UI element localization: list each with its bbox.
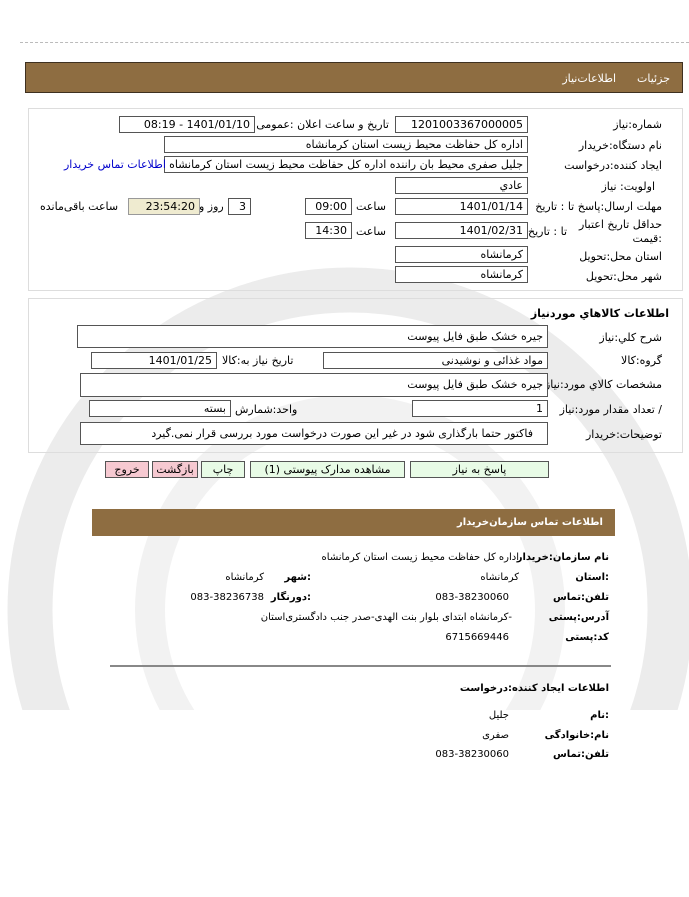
validity-label: حداقل تاریخ اعتبار :قیمت — [578, 218, 662, 245]
validity-to-label: تا : تاریخ — [528, 225, 567, 238]
contact-province-value: کرمانشاه — [480, 572, 519, 583]
print-button[interactable]: چاپ — [201, 461, 245, 478]
tab-need-info[interactable]: اطلاعات‌نیاز — [562, 72, 617, 85]
creator-phone-label: تلفن:تماس — [552, 749, 609, 760]
province-field: کرمانشاه — [395, 246, 528, 263]
creator-family-value: صفری — [482, 730, 509, 741]
fax-value: 083-38236738 — [190, 592, 264, 603]
buyer-label: نام دستگاه:خریدار — [578, 139, 662, 152]
fax-label: :دورنگار — [270, 592, 311, 603]
creator-family-label: نام:خانوادگی — [544, 730, 609, 741]
qty-label: / تعداد مقدار مورد:نیاز — [559, 403, 662, 416]
buyer-contact-link[interactable]: اطلاعات تماس خریدار — [64, 158, 166, 171]
group-label: گروه:کالا — [621, 354, 662, 367]
need-date-field: 1401/01/25 — [91, 352, 217, 369]
postal-label: کد:پستی — [565, 632, 609, 643]
contact-province-label: :استان — [575, 572, 609, 583]
creator-phone-value: 083-38230060 — [435, 749, 509, 760]
contact-header-bar: اطلاعات تماس سازمان‌خریدار — [92, 509, 615, 536]
spec-field: جیره خشک طبق فایل پیوست — [80, 373, 548, 397]
creator-name-value: جلیل — [488, 710, 509, 721]
city-field: کرمانشاه — [395, 266, 528, 283]
number-field: 1201003367000005 — [395, 116, 528, 133]
qty-field: 1 — [412, 400, 548, 417]
priority-label: اولویت: نیاز — [601, 180, 655, 193]
city-label: شهر محل:تحویل — [585, 270, 662, 283]
validity-time-label: ساعت — [356, 225, 386, 238]
contact-city-label: :شهر — [284, 572, 311, 583]
unit-field: بسته — [89, 400, 231, 417]
contact-phone-label: تلفن:تماس — [552, 592, 609, 603]
desc-field: جیره خشک طبق فایل پیوست — [77, 325, 548, 348]
postal-value: 6715669446 — [445, 632, 509, 643]
header-bar: جزئیات اطلاعات‌نیاز — [25, 62, 683, 93]
contact-city-value: کرمانشاه — [225, 572, 264, 583]
org-label: نام سازمان:خریدار — [516, 552, 609, 563]
province-label: استان محل:تحویل — [579, 250, 662, 263]
address-label: آدرس:پستی — [548, 612, 609, 623]
announce-field: 1401/01/10 - 08:19 — [119, 116, 255, 133]
address-value: -کرمانشاه ابتدای بلوار بنت الهدی-صدر جنب… — [260, 612, 512, 623]
remaining-label: ساعت باقی‌مانده — [40, 200, 119, 213]
notes-label: توضیحات:خریدار — [586, 428, 662, 441]
section-divider — [110, 665, 611, 667]
unit-label: واحد:شمارش — [235, 403, 298, 416]
tab-details[interactable]: جزئیات — [637, 72, 670, 85]
spec-label: مشخصات کالاي مورد:نیاز — [544, 378, 662, 391]
reply-button[interactable]: پاسخ به نیاز — [410, 461, 549, 478]
goods-title: اطلاعات کالاهاي موردنیاز — [530, 307, 669, 320]
creator-title: اطلاعات ایجاد کننده:درخواست — [459, 683, 609, 694]
exit-button[interactable]: خروج — [105, 461, 149, 478]
contact-phone-value: 083-38230060 — [435, 592, 509, 603]
group-field: مواد غذائی و نوشیدنی — [323, 352, 548, 369]
priority-field: عادي — [395, 177, 528, 194]
goods-panel — [28, 298, 683, 453]
validity-time-field: 14:30 — [305, 222, 352, 239]
org-value: اداره کل حفاظت محیط زیست استان کرمانشاه — [321, 552, 519, 563]
notes-field: فاکتور حتما بارگذاری شود در غیر این صورت… — [80, 422, 548, 445]
validity-date-field: 1401/02/31 — [395, 222, 528, 239]
top-divider — [20, 42, 689, 43]
back-button[interactable]: بازگشت — [152, 461, 198, 478]
days-field: 3 — [228, 198, 251, 215]
deadline-time-label: ساعت — [356, 200, 386, 213]
creator-field: جلیل صفری محیط بان راننده اداره کل حفاظت… — [164, 156, 528, 173]
deadline-label: مهلت ارسال:پاسخ تا : تاریخ — [535, 200, 662, 213]
deadline-date-field: 1401/01/14 — [395, 198, 528, 215]
need-panel — [28, 108, 683, 291]
creator-label: ایجاد کننده:درخواست — [564, 159, 662, 172]
number-label: شماره:نیاز — [613, 118, 662, 131]
need-date-label: تاریخ نیاز به:کالا — [222, 354, 294, 367]
buyer-field: اداره کل حفاظت محیط زیست استان کرمانشاه — [164, 136, 528, 153]
creator-name-label: :نام — [590, 710, 609, 721]
desc-label: شرح کلي:نیاز — [599, 331, 662, 344]
view-attachments-button[interactable]: مشاهده مدارک پیوستی (1) — [250, 461, 405, 478]
announce-label: تاریخ و ساعت اعلان :عمومی — [256, 118, 389, 131]
remaining-time-field: 23:54:20 — [128, 198, 200, 215]
deadline-time-field: 09:00 — [305, 198, 352, 215]
days-label: روز و — [199, 200, 224, 213]
